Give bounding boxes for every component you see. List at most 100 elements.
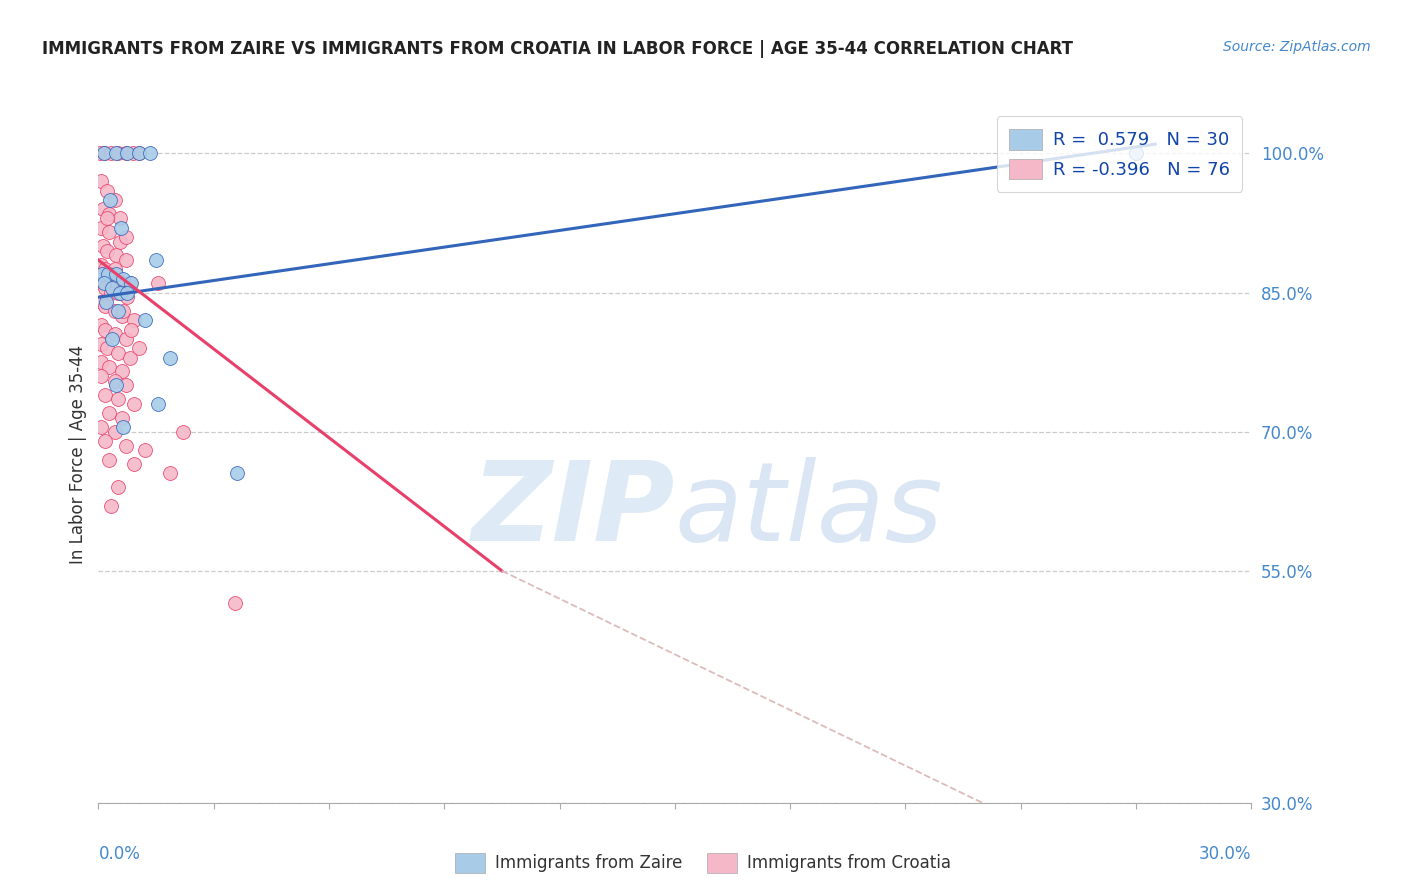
Point (94, 146, 117, 161)
Point (1125, 146, 1147, 161)
Point (104, 146, 127, 161)
Point (111, 309, 134, 323)
Point (90, 277, 112, 291)
Point (90, 355, 112, 369)
Point (103, 304, 125, 318)
Point (98, 193, 121, 207)
Point (115, 378, 138, 392)
Point (224, 596, 246, 610)
Point (115, 146, 138, 161)
Point (104, 378, 127, 392)
Point (108, 285, 131, 300)
Point (94, 434, 117, 448)
Point (117, 290, 139, 304)
Point (117, 285, 139, 300)
Point (90, 420, 112, 434)
Point (107, 480, 129, 494)
Point (94, 300, 117, 314)
Text: ZIP: ZIP (471, 457, 675, 564)
Legend: R =  0.579   N = 30, R = -0.396   N = 76: R = 0.579 N = 30, R = -0.396 N = 76 (997, 116, 1243, 192)
Point (98, 207, 121, 221)
Point (96, 341, 118, 355)
Point (115, 332, 138, 346)
Point (101, 281, 124, 295)
Point (94, 262, 117, 277)
Point (122, 457, 145, 471)
Point (111, 410, 134, 425)
Point (94, 294, 117, 309)
Point (128, 341, 150, 355)
Point (100, 285, 122, 300)
Point (90, 258, 112, 272)
Point (90, 318, 112, 332)
Point (91, 267, 114, 281)
Point (159, 351, 181, 365)
Point (107, 285, 129, 300)
Point (159, 467, 181, 481)
Point (100, 267, 122, 281)
Text: atlas: atlas (675, 457, 943, 564)
Point (91, 202, 114, 216)
Point (107, 304, 129, 318)
Point (122, 397, 145, 411)
Text: Source: ZipAtlas.com: Source: ZipAtlas.com (1223, 40, 1371, 54)
Point (93, 277, 115, 291)
Point (115, 253, 138, 268)
Point (115, 439, 138, 453)
Point (93, 146, 115, 161)
Point (225, 467, 247, 481)
Point (100, 499, 122, 513)
Point (107, 346, 129, 360)
Point (134, 313, 156, 327)
Point (112, 420, 135, 434)
Point (110, 220, 132, 235)
Point (122, 313, 145, 327)
Point (139, 146, 162, 161)
Point (118, 351, 141, 365)
Point (90, 220, 112, 235)
Point (98, 406, 121, 420)
Point (96, 184, 118, 198)
Point (118, 277, 141, 291)
Point (103, 374, 125, 388)
Point (134, 443, 156, 458)
Point (112, 271, 135, 285)
Point (146, 277, 169, 291)
Point (146, 397, 169, 411)
Point (107, 146, 129, 161)
Point (111, 364, 134, 378)
Point (96, 211, 118, 226)
Point (90, 369, 112, 384)
Text: 0.0%: 0.0% (98, 845, 141, 863)
Point (115, 230, 138, 244)
Point (100, 146, 122, 161)
Point (96, 244, 118, 258)
Point (122, 146, 145, 161)
Point (103, 193, 125, 207)
Point (89, 146, 111, 161)
Point (103, 327, 125, 342)
Point (97, 267, 120, 281)
Point (94, 281, 117, 295)
Point (98, 359, 121, 374)
Point (107, 392, 129, 407)
Point (112, 304, 135, 318)
Point (145, 253, 167, 268)
Point (101, 332, 124, 346)
Point (128, 146, 150, 161)
Point (107, 271, 129, 285)
Point (172, 425, 194, 439)
Point (104, 248, 127, 262)
Text: IMMIGRANTS FROM ZAIRE VS IMMIGRANTS FROM CROATIA IN LABOR FORCE | AGE 35-44 CORR: IMMIGRANTS FROM ZAIRE VS IMMIGRANTS FROM… (42, 40, 1073, 58)
Point (90, 294, 112, 309)
Point (98, 452, 121, 467)
Point (90, 336, 112, 351)
Point (128, 146, 150, 161)
Point (104, 267, 127, 281)
Point (103, 425, 125, 439)
Point (108, 235, 131, 249)
Point (98, 225, 121, 239)
Point (90, 174, 112, 188)
Point (117, 146, 139, 161)
Point (94, 387, 117, 401)
